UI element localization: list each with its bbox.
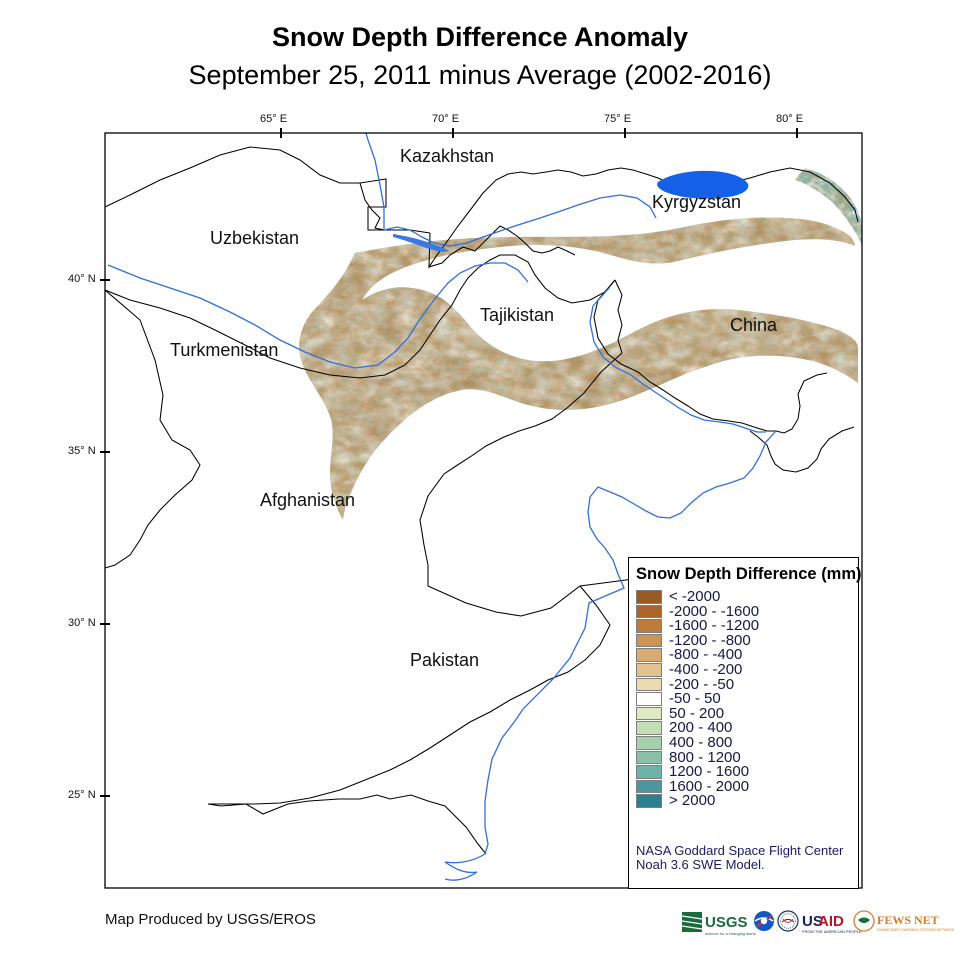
svg-text:AID: AID [818, 913, 844, 930]
svg-text:USGS: USGS [705, 914, 748, 931]
svg-text:science for a changing world: science for a changing world [705, 931, 756, 936]
svg-text:FROM THE AMERICAN PEOPLE: FROM THE AMERICAN PEOPLE [802, 929, 862, 934]
svg-text:FEWS NET: FEWS NET [877, 913, 939, 927]
svg-text:FAMINE EARLY WARNING SYSTEMS N: FAMINE EARLY WARNING SYSTEMS NETWORK [877, 928, 955, 932]
